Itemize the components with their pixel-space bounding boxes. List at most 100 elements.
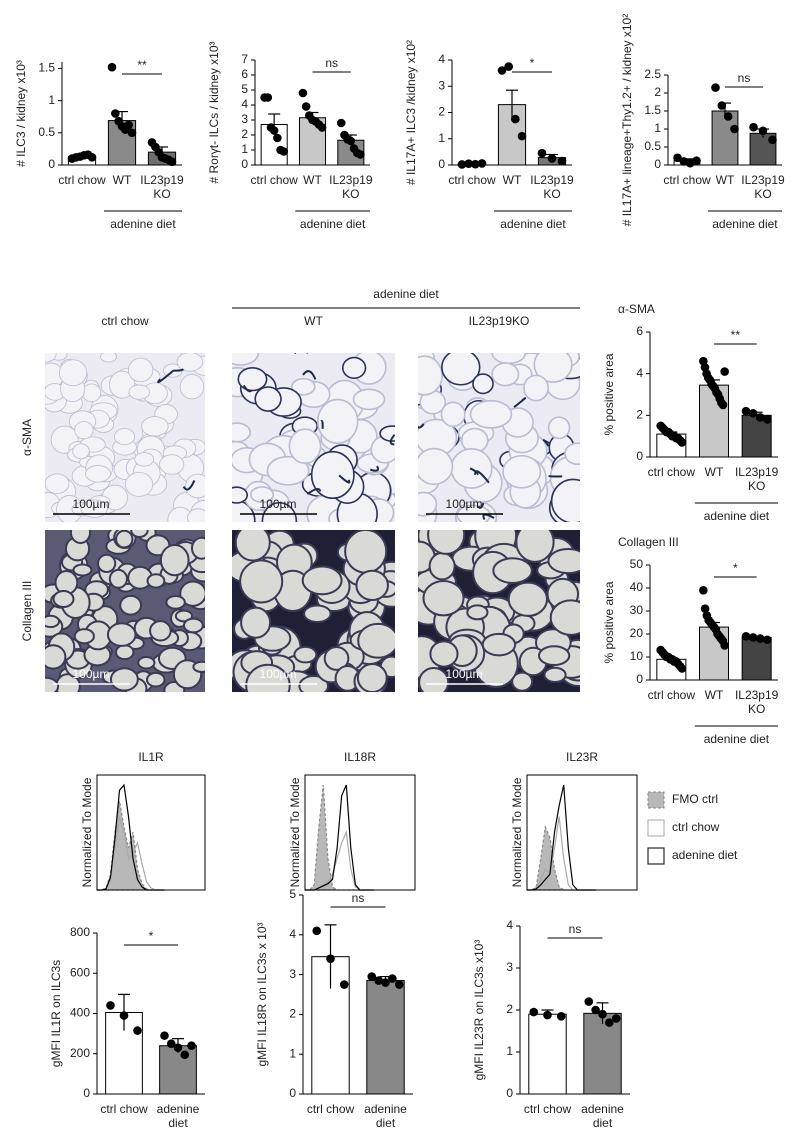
- tubule: [537, 645, 571, 667]
- tubule: [149, 620, 172, 642]
- data-point: [556, 1012, 566, 1021]
- significance-label: ns: [325, 56, 338, 70]
- row-label: Collagen III: [20, 581, 34, 642]
- y-tick-label: 0: [241, 157, 248, 171]
- tubule: [293, 645, 318, 664]
- y-tick-label: 400: [70, 1006, 90, 1020]
- data-point: [263, 93, 273, 102]
- significance-label: **: [731, 328, 741, 342]
- y-tick-label: 3: [438, 78, 445, 92]
- legend-label: ctrl chow: [672, 820, 720, 834]
- data-point: [167, 157, 177, 167]
- data-point: [741, 406, 751, 416]
- scale-bar-label: 100µm: [260, 497, 297, 511]
- tubule: [240, 606, 272, 639]
- scale-bar-label: 100µm: [73, 667, 110, 681]
- data-point: [755, 634, 765, 643]
- tubule: [507, 581, 549, 617]
- data-point: [763, 635, 772, 645]
- tubule: [261, 501, 298, 522]
- bar: [366, 980, 405, 1095]
- data-point: [547, 154, 557, 163]
- y-tick-label: 50: [630, 557, 644, 571]
- panel-title: IL1R: [138, 750, 164, 764]
- data-point: [356, 150, 365, 159]
- data-point: [180, 1050, 190, 1060]
- vessel: [182, 480, 196, 491]
- tubule: [250, 486, 275, 504]
- y-tick-label: 20: [630, 626, 644, 640]
- data-point: [127, 128, 137, 138]
- x-tick-label: WT: [112, 173, 132, 187]
- column-label: ctrl chow: [101, 314, 149, 328]
- plot-frame: [526, 774, 638, 891]
- tubule: [428, 552, 456, 581]
- tissue-image: 100µm: [45, 353, 205, 522]
- data-point: [768, 135, 777, 145]
- tubule: [418, 491, 438, 517]
- bar: [711, 110, 739, 166]
- tubule: [69, 530, 92, 544]
- bar: [741, 636, 772, 681]
- significance-label: ns: [738, 71, 751, 85]
- vessel: [306, 488, 322, 495]
- tubule: [469, 399, 513, 429]
- tubule: [45, 353, 57, 363]
- tubule: [182, 617, 204, 634]
- data-point: [133, 1026, 142, 1035]
- tubule: [323, 645, 350, 671]
- tubule: [429, 640, 459, 668]
- significance-label: *: [733, 561, 738, 575]
- tubule: [191, 536, 205, 560]
- tubule: [418, 355, 443, 396]
- data-point: [269, 126, 279, 135]
- x-tick-label: ctrl chow: [58, 173, 106, 187]
- tubule: [72, 443, 90, 460]
- tubule: [134, 452, 155, 467]
- y-axis-label: gMFI IL18R on ILC3s x 10³: [255, 922, 269, 1066]
- data-point: [699, 586, 708, 595]
- tubule: [146, 573, 166, 589]
- tubule: [301, 565, 343, 596]
- legend-swatch: [647, 847, 665, 865]
- tubule: [379, 425, 395, 442]
- data-point: [160, 1031, 169, 1040]
- tubule: [192, 660, 205, 674]
- tubule: [130, 530, 149, 539]
- tubule: [232, 353, 259, 366]
- y-tick-label: 5: [241, 82, 248, 96]
- x-tick-label: adenine diet: [156, 1102, 200, 1129]
- tubule: [179, 580, 205, 607]
- x-tick-label: adenine diet: [581, 1102, 624, 1129]
- y-tick-label: 0: [438, 157, 445, 171]
- y-tick-label: 4: [438, 52, 445, 66]
- tubule: [52, 589, 75, 609]
- legend-label: FMO ctrl: [672, 792, 718, 806]
- y-tick-label: 3: [506, 960, 513, 974]
- vessel: [370, 465, 379, 472]
- tissue-image: 100µm: [45, 530, 205, 692]
- data-point: [611, 1014, 621, 1023]
- data-point: [374, 976, 383, 985]
- y-axis-label: % positive area: [602, 353, 616, 435]
- tubule: [85, 465, 111, 483]
- tubule: [45, 614, 61, 629]
- data-point: [301, 102, 311, 111]
- data-point: [107, 62, 117, 72]
- tubule: [547, 547, 580, 575]
- tubule: [109, 370, 136, 399]
- tubule: [97, 553, 117, 573]
- tubule: [254, 386, 282, 412]
- y-tick-label: 2: [289, 1007, 296, 1021]
- data-point: [504, 62, 513, 71]
- plot-frame: [96, 774, 206, 891]
- y-axis-label: # ILC3 / kidney x10³: [14, 60, 28, 167]
- data-point: [336, 118, 346, 128]
- tissue-image: 100µm: [232, 353, 395, 522]
- y-tick-label: 1: [438, 131, 445, 145]
- tubule: [511, 671, 534, 692]
- scale-bar-label: 100µm: [73, 497, 110, 511]
- bar: [528, 1013, 567, 1095]
- tubule: [232, 486, 249, 504]
- data-point: [673, 153, 682, 163]
